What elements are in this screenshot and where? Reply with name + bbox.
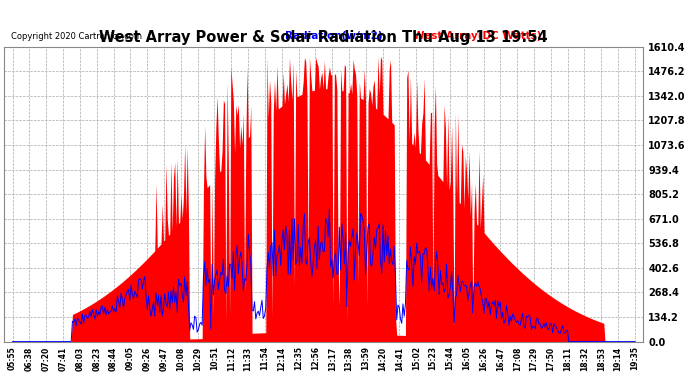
Title: West Array Power & Solar Radiation Thu Aug 13 19:54: West Array Power & Solar Radiation Thu A… [99, 30, 548, 45]
Text: Copyright 2020 Cartronics.com: Copyright 2020 Cartronics.com [10, 32, 141, 40]
Text: Radiation(w/m2): Radiation(w/m2) [286, 31, 383, 40]
Text: West Array(DC Watts): West Array(DC Watts) [413, 31, 542, 40]
